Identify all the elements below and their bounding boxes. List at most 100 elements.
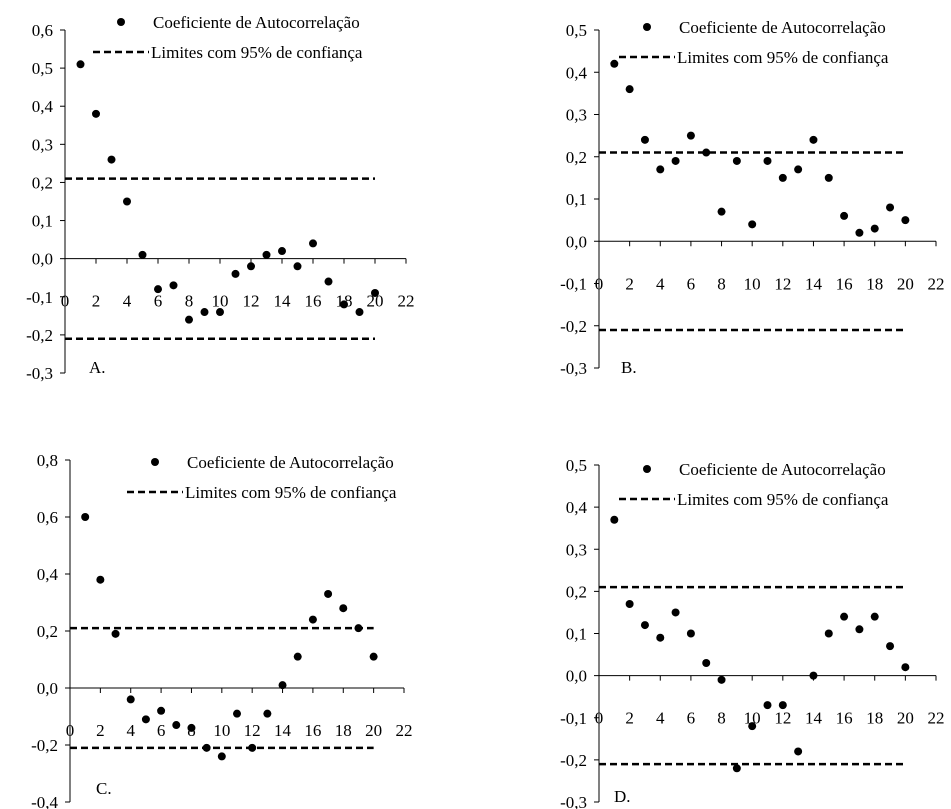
x-tick-label: 4	[656, 709, 665, 728]
x-tick-label: 16	[305, 292, 322, 311]
y-tick-label: -0,3	[560, 359, 587, 378]
x-tick-label: 2	[625, 274, 634, 293]
x-tick-label: 12	[774, 709, 791, 728]
autocorrelation-point	[778, 173, 787, 182]
legend-point-marker	[643, 465, 651, 473]
y-tick-label: -0,1	[26, 288, 53, 307]
x-tick-label: 22	[928, 709, 945, 728]
y-tick-label: 0,1	[566, 625, 587, 644]
autocorrelation-point	[81, 513, 90, 521]
autocorrelation-point	[732, 156, 741, 165]
legend-points-label: Coeficiente de Autocorrelação	[187, 453, 394, 472]
autocorrelation-point	[126, 695, 135, 704]
x-tick-label: 18	[866, 274, 883, 293]
x-tick-label: 22	[396, 721, 413, 740]
y-tick-label: 0,1	[32, 212, 53, 231]
autocorrelation-point	[794, 165, 803, 174]
x-tick-label: 20	[897, 709, 914, 728]
autocorrelation-point	[107, 155, 116, 164]
y-tick-label: 0,2	[37, 622, 58, 641]
y-tick-label: -0,1	[560, 709, 587, 728]
x-tick-label: 0	[595, 274, 604, 293]
autocorrelation-point	[855, 228, 864, 237]
autocorrelation-point	[187, 723, 196, 732]
panel-b: -0,3 -0,2 -0,1 0,0 0,1 0,2 0,3 0,4 0,5 0 2 4 6 8 10 12 1…	[560, 18, 944, 378]
legend-point-marker	[117, 18, 125, 26]
autocorrelation-point	[138, 250, 147, 259]
autocorrelation-point	[656, 633, 665, 642]
autocorrelation-point	[640, 621, 649, 630]
autocorrelation-point	[248, 743, 257, 752]
y-tick-label: 0,6	[32, 21, 53, 40]
autocorrelation-point	[339, 604, 348, 613]
x-tick-label: 12	[244, 721, 261, 740]
autocorrelation-point	[324, 589, 333, 598]
x-tick-label: 16	[304, 721, 321, 740]
autocorrelation-point	[247, 262, 255, 271]
autocorrelation-point	[324, 277, 333, 286]
y-tick-label: 0,0	[566, 667, 587, 686]
x-tick-label: 22	[928, 274, 945, 293]
autocorrelation-point	[157, 706, 166, 715]
y-tick-label: 0,1	[566, 190, 587, 209]
x-tick-label: 6	[687, 274, 696, 293]
autocorrelation-point	[185, 315, 193, 324]
autocorrelation-point	[824, 173, 833, 182]
y-tick-label: 0,0	[37, 679, 58, 698]
x-tick-label: 20	[367, 292, 384, 311]
x-tick-label: 20	[365, 721, 382, 740]
x-tick-label: 22	[398, 292, 415, 311]
y-tick-label: -0,2	[31, 736, 58, 755]
autocorrelation-point	[886, 642, 895, 651]
autocorrelation-point	[293, 262, 302, 271]
autocorrelation-point	[794, 747, 803, 756]
autocorrelation-point	[640, 135, 649, 144]
autocorrelation-point	[901, 663, 910, 672]
y-tick-label: 0,2	[566, 148, 587, 167]
autocorrelation-point	[216, 308, 224, 317]
x-tick-label: 2	[96, 721, 105, 740]
panel-label: A.	[89, 358, 106, 377]
autocorrelation-point	[671, 156, 680, 165]
autocorrelation-point	[231, 269, 240, 278]
legend-limits-label: Limites com 95% de confiança	[151, 43, 363, 62]
x-tick-label: 8	[717, 274, 726, 293]
autocorrelation-point	[371, 288, 379, 297]
autocorrelation-point	[263, 709, 272, 718]
y-tick-label: 0,6	[37, 508, 58, 527]
x-tick-label: 10	[744, 274, 761, 293]
x-tick-label: 4	[123, 292, 132, 311]
x-tick-label: 6	[154, 292, 163, 311]
autocorrelation-point	[278, 247, 286, 256]
y-tick-label: 0,2	[566, 582, 587, 601]
autocorrelation-point	[625, 600, 634, 609]
x-tick-label: 6	[687, 709, 696, 728]
autocorrelation-point	[354, 624, 363, 633]
y-tick-label: 0,0	[566, 232, 587, 251]
autocorrelation-point	[111, 629, 120, 638]
panel-label: C.	[96, 779, 112, 798]
x-tick-label: 0	[595, 709, 604, 728]
legend-points-label: Coeficiente de Autocorrelação	[679, 18, 886, 37]
y-tick-label: -0,3	[26, 364, 53, 383]
y-tick-label: -0,4	[31, 793, 58, 809]
legend-points-label: Coeficiente de Autocorrelação	[679, 460, 886, 479]
autocorrelation-point	[763, 156, 772, 165]
autocorrelation-point	[686, 131, 695, 140]
autocorrelation-point	[293, 652, 302, 661]
autocorrelation-point	[625, 85, 634, 94]
autocorrelation-point	[656, 165, 665, 174]
autocorrelation-point	[262, 250, 271, 259]
autocorrelation-point	[824, 629, 833, 638]
autocorrelation-point	[172, 721, 181, 730]
autocorrelation-point	[355, 308, 364, 317]
autocorrelation-point	[886, 203, 895, 212]
autocorrelation-point	[278, 681, 287, 690]
x-tick-label: 10	[213, 721, 230, 740]
autocorrelation-point	[92, 109, 100, 118]
autocorrelation-point	[154, 285, 162, 294]
autocorrelation-point	[901, 216, 910, 225]
y-tick-label: 0,3	[566, 106, 587, 125]
autocorrelation-point	[748, 220, 757, 229]
